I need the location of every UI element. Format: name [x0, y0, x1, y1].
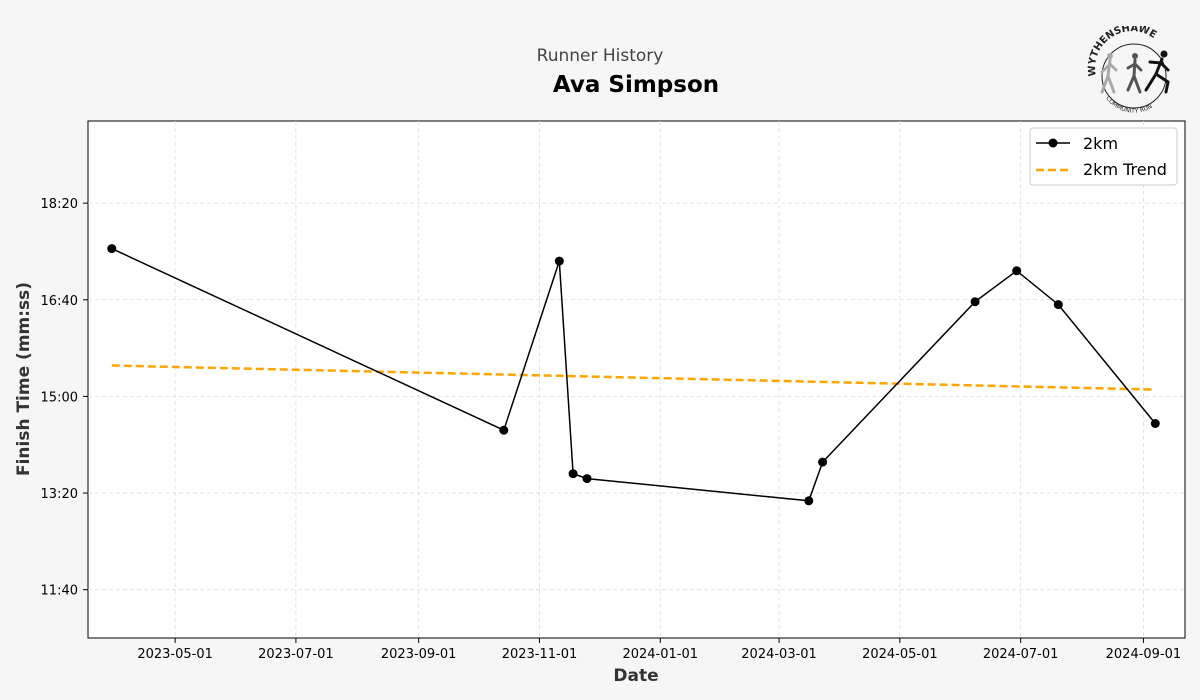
- y-tick-label: 11:40: [41, 584, 78, 599]
- runners-logo-icon: WYTHENSHAWE COMMUNITY RUN: [1087, 26, 1170, 115]
- y-axis-label: Finish Time (mm:ss): [14, 282, 34, 476]
- x-axis-label: Date: [613, 666, 658, 686]
- legend: 2km 2km Trend: [1029, 127, 1178, 186]
- x-tick-label: 2023-09-01: [381, 647, 457, 662]
- y-tick-label: 18:20: [41, 197, 78, 212]
- y-tick-label: 13:20: [41, 487, 78, 502]
- data-point-2km: [1012, 266, 1022, 276]
- grid-lines: [88, 121, 1185, 638]
- data-point-2km: [1150, 419, 1160, 428]
- x-tick-label: 2024-07-01: [983, 647, 1059, 662]
- data-point-2km: [1053, 300, 1063, 310]
- data-point-2km: [568, 469, 578, 479]
- logo-text-bottom: COMMUNITY RUN: [1104, 95, 1153, 115]
- legend-marker-2km: [1048, 138, 1058, 148]
- data-point-2km: [499, 425, 509, 435]
- legend-label-2km: 2km: [1083, 134, 1118, 153]
- plot-area: [87, 120, 1186, 639]
- x-tick-label: 2024-03-01: [741, 647, 817, 662]
- x-tick-label: 2023-11-01: [502, 647, 578, 662]
- x-tick-label: 2024-05-01: [862, 647, 938, 662]
- data-point-2km: [554, 256, 564, 266]
- data-point-2km: [818, 457, 828, 467]
- legend-label-trend: 2km Trend: [1083, 160, 1167, 179]
- data-point-2km: [582, 474, 592, 484]
- y-tick-label: 15:00: [41, 390, 78, 405]
- x-tick-label: 2024-01-01: [622, 647, 698, 662]
- x-axis-ticks: 2023-05-01 2023-07-01 2023-09-01 2023-11-01…: [137, 638, 1181, 662]
- data-point-2km: [804, 496, 814, 506]
- y-tick-label: 16:40: [41, 294, 78, 309]
- figure-suptitle: Runner History: [536, 46, 664, 66]
- x-tick-label: 2023-05-01: [137, 647, 213, 662]
- data-point-2km: [107, 244, 117, 254]
- series-line-2km-trend: [111, 364, 1156, 391]
- chart-title: Ava Simpson: [552, 72, 720, 98]
- logo-text-top: WYTHENSHAWE: [1087, 26, 1159, 77]
- y-axis-ticks: 11:40 13:20 15:00 16:40 18:20: [41, 197, 88, 599]
- x-tick-label: 2023-07-01: [258, 647, 334, 662]
- series-layer: [107, 244, 1160, 506]
- data-point-2km: [970, 297, 980, 307]
- x-tick-label: 2024-09-01: [1106, 647, 1182, 662]
